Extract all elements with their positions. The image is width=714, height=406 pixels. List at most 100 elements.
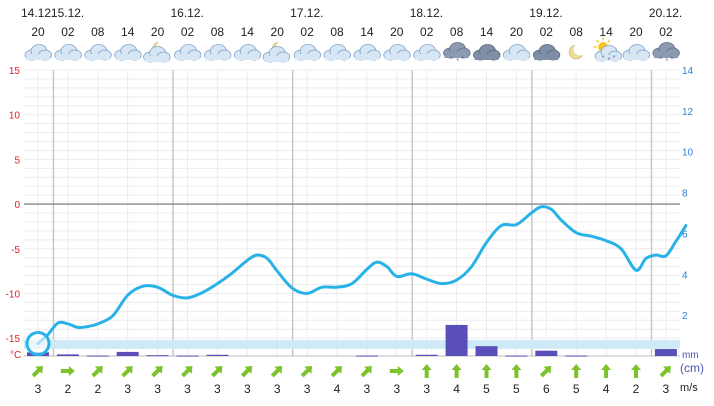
snowflake: *: [666, 58, 669, 65]
cloud-base: [354, 54, 379, 60]
temp-tick-label: -5: [11, 245, 20, 256]
wind-arrow-shape: [539, 366, 552, 378]
cloud-base: [504, 54, 529, 60]
cloud-icon: [622, 44, 650, 61]
frost-band-rect: [24, 339, 680, 349]
precip-tick-label: 12: [682, 107, 694, 118]
wind-arrow-icon: [481, 364, 492, 378]
cloud-base: [653, 52, 678, 58]
wind-speed-label: 4: [453, 382, 460, 396]
wind-arrow-icon: [511, 364, 522, 378]
hour-label: 14: [480, 25, 494, 39]
wind-arrow-shape: [481, 364, 492, 378]
weather-icons: * * * * * * * * *: [24, 37, 680, 65]
snowflake: *: [613, 55, 616, 62]
wind-arrow-icon: [60, 366, 75, 376]
hour-label: 08: [570, 25, 584, 39]
temp-tick-label: -15: [6, 334, 21, 345]
wind-arrow-shape: [60, 366, 75, 376]
wind-unit-label: m/s: [680, 382, 698, 394]
snowflake: *: [456, 58, 459, 65]
date-label: 16.12.: [171, 6, 204, 20]
hour-label: 02: [540, 25, 554, 39]
cloud-base: [624, 54, 648, 60]
wind-speed-label: 2: [633, 382, 640, 396]
frost-band: [24, 339, 680, 349]
hour-label: 20: [390, 25, 404, 39]
wind-arrow-icon: [451, 364, 462, 378]
hour-label: 14: [599, 25, 613, 39]
precip-tick-label: 8: [682, 189, 688, 200]
cloud-icon: [353, 44, 381, 61]
temperature-line: [36, 205, 688, 345]
snowflake: *: [450, 56, 453, 63]
cloud-moon-icon: [262, 39, 291, 63]
snow-cloud-icon: * * *: [443, 42, 471, 65]
wind-speed-label: 3: [663, 382, 670, 396]
hour-label: 02: [181, 25, 195, 39]
hour-label: 20: [151, 25, 165, 39]
precip-tick-label: 14: [682, 66, 694, 77]
wind-arrow-shape: [360, 366, 372, 378]
wind-arrow-icon: [659, 366, 671, 378]
wind-arrow-icon: [601, 364, 612, 378]
wind-arrow-icon: [421, 364, 432, 378]
hour-label: 20: [31, 25, 45, 39]
hour-label: 14: [241, 25, 255, 39]
wind-arrow-icon: [300, 366, 313, 378]
wind-arrow-icon: [31, 366, 43, 378]
precip-unit-label: mm: [682, 350, 699, 361]
wind-arrow-shape: [270, 366, 283, 378]
sun-ray: [595, 39, 599, 43]
wind-arrow-icon: [330, 366, 342, 378]
precipitation-axis: 14 12 10 8 6 4 2: [682, 66, 694, 322]
cloud-base: [175, 54, 200, 60]
hour-label: 08: [211, 25, 225, 39]
wind-arrow-icon: [91, 366, 103, 378]
cloud-icon: [502, 44, 531, 61]
wind-speed-label: 2: [94, 382, 101, 396]
cloud-base: [264, 56, 289, 62]
cloud-base: [325, 54, 349, 60]
wind-arrow-shape: [631, 364, 641, 378]
wind-arrow-shape: [31, 366, 43, 378]
cloud-icon: [24, 44, 52, 61]
snowflake: *: [602, 55, 605, 62]
dark-cloud-icon: [473, 44, 501, 61]
hour-label: 14: [360, 25, 374, 39]
wind-speed-label: 3: [244, 382, 251, 396]
hour-label: 20: [271, 25, 285, 39]
wind-speed-label: 3: [274, 382, 281, 396]
hour-label: 08: [91, 25, 105, 39]
sun-snow-icon: * * *: [593, 37, 622, 64]
snow-cloud-icon: * * *: [652, 42, 680, 65]
temp-tick-label: -10: [6, 289, 21, 300]
cloud-base: [26, 54, 50, 60]
temp-tick-label: 10: [9, 111, 21, 122]
wind-arrow-shape: [421, 364, 432, 378]
wind-speed-label: 3: [304, 382, 311, 396]
wind-arrow-shape: [511, 364, 522, 378]
wind-arrow-shape: [389, 366, 404, 376]
wind-arrow-icon: [631, 364, 641, 378]
wind-arrow-shape: [601, 364, 612, 378]
wind-arrow-shape: [451, 364, 462, 378]
precip-bar: [565, 355, 588, 357]
snowflake: *: [660, 56, 663, 63]
current-marker: [25, 330, 51, 356]
sun-ray: [607, 39, 611, 43]
wind-arrow-shape: [181, 366, 193, 378]
cloud-base: [596, 55, 621, 61]
hour-label: 20: [510, 25, 524, 39]
date-label: 15.12.: [51, 6, 84, 20]
cloud-icon: [413, 44, 441, 61]
cloud-base: [205, 54, 230, 60]
precip-bar: [176, 355, 199, 357]
wind-arrow-shape: [211, 366, 223, 378]
wind-speed-label: 3: [423, 382, 430, 396]
moon-cut: [573, 42, 587, 56]
wind-arrow-icon: [539, 366, 552, 378]
wind-speed-label: 3: [214, 382, 221, 396]
precip-bar: [505, 355, 528, 357]
temp-tick-label: 5: [14, 155, 20, 166]
